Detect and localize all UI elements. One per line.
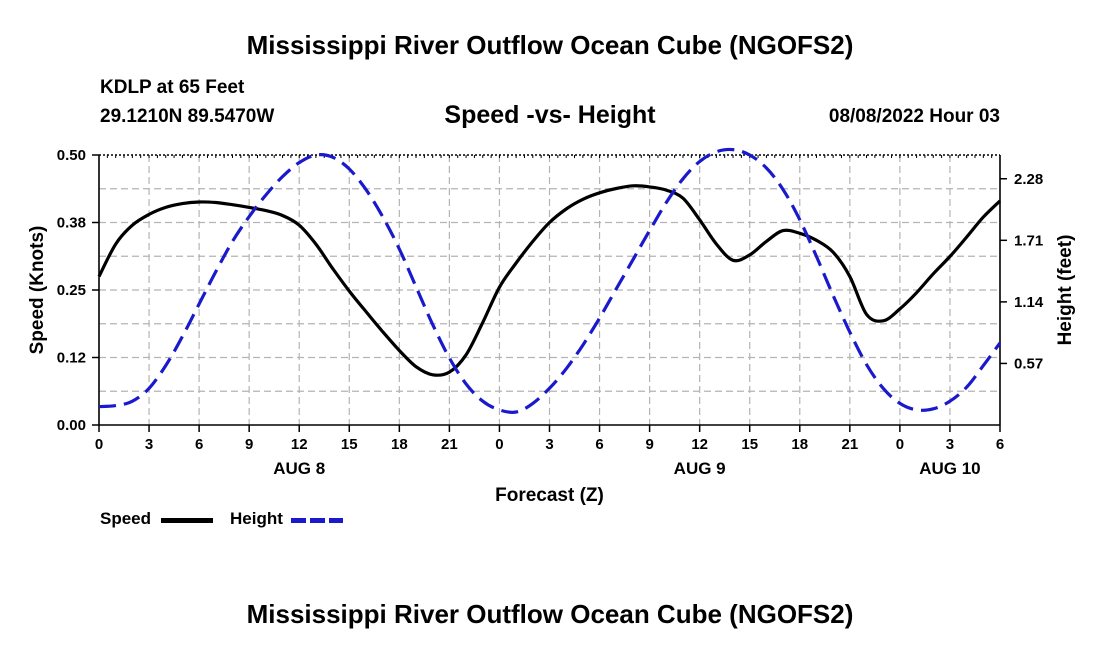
x-axis-label: Forecast (Z)	[495, 485, 604, 506]
height-series-line	[98, 147, 1002, 414]
x-tick-label: 3	[946, 436, 954, 453]
y-left-tick-label: 0.25	[57, 282, 86, 299]
y-right-tick-label: 1.14	[1014, 294, 1044, 311]
y-left-tick-label: 0.38	[57, 215, 86, 232]
x-tick-label: 21	[841, 436, 858, 453]
x-tick-label: 12	[691, 436, 708, 453]
x-tick-label: 15	[341, 436, 358, 453]
x-tick-label: 18	[391, 436, 408, 453]
x-tick-label: 12	[291, 436, 308, 453]
station-coordinates: 29.1210N 89.5470W	[100, 106, 275, 127]
day-label: AUG 8	[273, 459, 325, 478]
x-tick-label: 6	[195, 436, 203, 453]
y-left-tick-label: 0.50	[57, 147, 86, 164]
y-left-tick-label: 0.00	[57, 417, 86, 434]
forecast-datetime: 08/08/2022 Hour 03	[828, 106, 1000, 127]
axis-labels: 0 3 6 9 12 15 18 21 0 3 6 9 12 15 18 21 0 3 6 0.00 0.12 0.25 0…	[27, 147, 1076, 506]
x-tick-label: 21	[441, 436, 458, 453]
y-right-tick-label: 1.71	[1014, 232, 1043, 249]
y-left-axis-label: Speed (Knots)	[27, 226, 48, 355]
day-label: AUG 10	[919, 459, 980, 478]
bottom-title: Mississippi River Outflow Ocean Cube (NG…	[246, 599, 854, 629]
y-left-tick-label: 0.12	[57, 350, 86, 367]
speed-height-chart: 0 3 6 9 12 15 18 21 0 3 6 9 12 15 18 21 0 3 6 0.00 0.12 0.25 0…	[27, 147, 1076, 506]
y-right-tick-label: 0.57	[1014, 355, 1043, 372]
x-tick-label: 0	[95, 436, 103, 453]
y-right-tick-label: 2.28	[1014, 171, 1043, 188]
grid	[99, 155, 1000, 425]
speed-series-line	[97, 184, 1002, 377]
x-tick-label: 3	[545, 436, 553, 453]
x-tick-label: 15	[741, 436, 758, 453]
legend-speed-label: Speed	[100, 509, 152, 528]
x-tick-label: 9	[245, 436, 253, 453]
x-tick-label: 6	[996, 436, 1004, 453]
legend-height-swatch	[291, 518, 343, 523]
x-tick-label: 9	[645, 436, 653, 453]
axes	[92, 154, 1007, 432]
x-tick-label: 6	[595, 436, 603, 453]
chart-subtitle: Speed -vs- Height	[444, 101, 656, 129]
chart-title: Mississippi River Outflow Ocean Cube (NG…	[246, 30, 854, 60]
y-right-axis-label: Height (feet)	[1055, 235, 1076, 346]
series	[97, 147, 1002, 414]
station-label: KDLP at 65 Feet	[100, 77, 245, 98]
x-tick-label: 18	[791, 436, 808, 453]
legend-height-label: Height	[230, 509, 283, 528]
x-tick-label: 3	[145, 436, 153, 453]
x-tick-label: 0	[495, 436, 503, 453]
x-tick-label: 0	[896, 436, 904, 453]
day-label: AUG 9	[674, 459, 726, 478]
legend-speed-swatch	[161, 518, 213, 523]
